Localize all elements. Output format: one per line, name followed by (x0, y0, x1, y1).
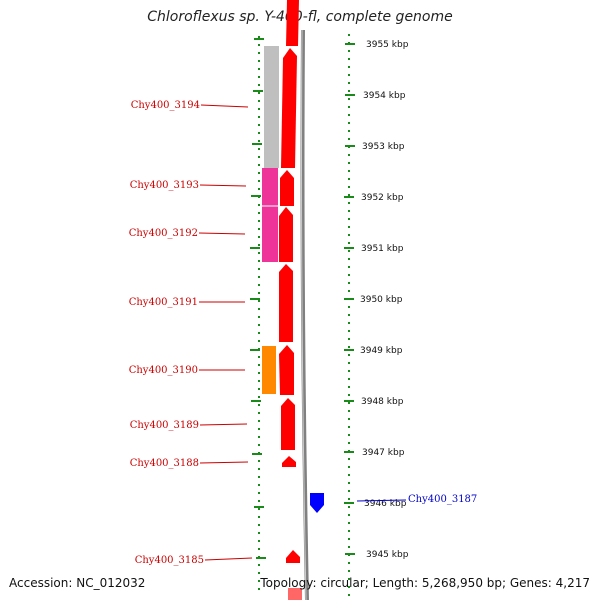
backbone-highlight (301, 29, 307, 600)
kbp-label: 3945 kbp (366, 550, 409, 560)
left-scale-ticks (250, 38, 266, 559)
kbp-label: 3951 kbp (361, 244, 404, 254)
right-scale-ticks (344, 43, 355, 555)
gene-arrow-chy400-3188[interactable] (282, 456, 296, 467)
pink-category-block (262, 168, 278, 262)
kbp-label: 3953 kbp (362, 142, 405, 152)
genome-backbone (300, 29, 309, 600)
kbp-label: 3954 kbp (363, 91, 406, 101)
gene-arrow-top (286, 0, 299, 46)
topology-text: Topology: circular; Length: 5,268,950 bp… (260, 576, 590, 590)
gene-label-chy400-3192[interactable]: Chy400_3192 (129, 228, 198, 239)
gene-arrow-chy400-3187[interactable] (310, 493, 324, 513)
gene-arrow-chy400-3194[interactable] (281, 48, 297, 168)
gene-arrow-bottom (288, 588, 302, 600)
accession-text: Accession: NC_012032 (9, 576, 146, 590)
kbp-label: 3952 kbp (361, 193, 404, 203)
leader-line (199, 461, 249, 464)
gene-arrow-chy400-3193[interactable] (280, 170, 294, 206)
label-leaders (198, 104, 253, 561)
kbp-label: 3947 kbp (362, 448, 405, 458)
leader-line-blue (356, 499, 407, 502)
gene-arrow-chy400-3185[interactable] (286, 550, 300, 563)
leader-line (199, 184, 247, 187)
gene-label-chy400-3189[interactable]: Chy400_3189 (130, 420, 199, 431)
leader-line (199, 423, 248, 426)
kbp-label: 3948 kbp (361, 397, 404, 407)
gene-label-chy400-3185[interactable]: Chy400_3185 (135, 555, 204, 566)
kbp-label: 3946 kbp (364, 499, 407, 509)
gene-arrow-chy400-3192[interactable] (279, 207, 293, 262)
gene-arrow-chy400-3190[interactable] (279, 345, 294, 395)
gene-arrow-chy400-3189[interactable] (281, 398, 295, 450)
map-title: Chloroflexus sp. Y-400-fl, complete geno… (147, 9, 453, 25)
kbp-label: 3955 kbp (366, 40, 409, 50)
gene-label-chy400-3188[interactable]: Chy400_3188 (130, 458, 199, 469)
gene-label-chy400-3193[interactable]: Chy400_3193 (130, 180, 199, 191)
gray-category-block (264, 46, 279, 168)
gene-label-chy400-3190[interactable]: Chy400_3190 (129, 365, 198, 376)
leader-line (200, 104, 249, 108)
gene-arrow-chy400-3191[interactable] (279, 264, 293, 342)
leader-line (198, 232, 246, 235)
kbp-label: 3950 kbp (360, 295, 403, 305)
orange-category-block (262, 346, 276, 394)
leader-line (204, 557, 253, 561)
gene-label-chy400-3191[interactable]: Chy400_3191 (129, 297, 198, 308)
kbp-label: 3949 kbp (360, 346, 403, 356)
gene-label-chy400-3194[interactable]: Chy400_3194 (131, 100, 200, 111)
gene-label-chy400-3187[interactable]: Chy400_3187 (408, 494, 477, 505)
